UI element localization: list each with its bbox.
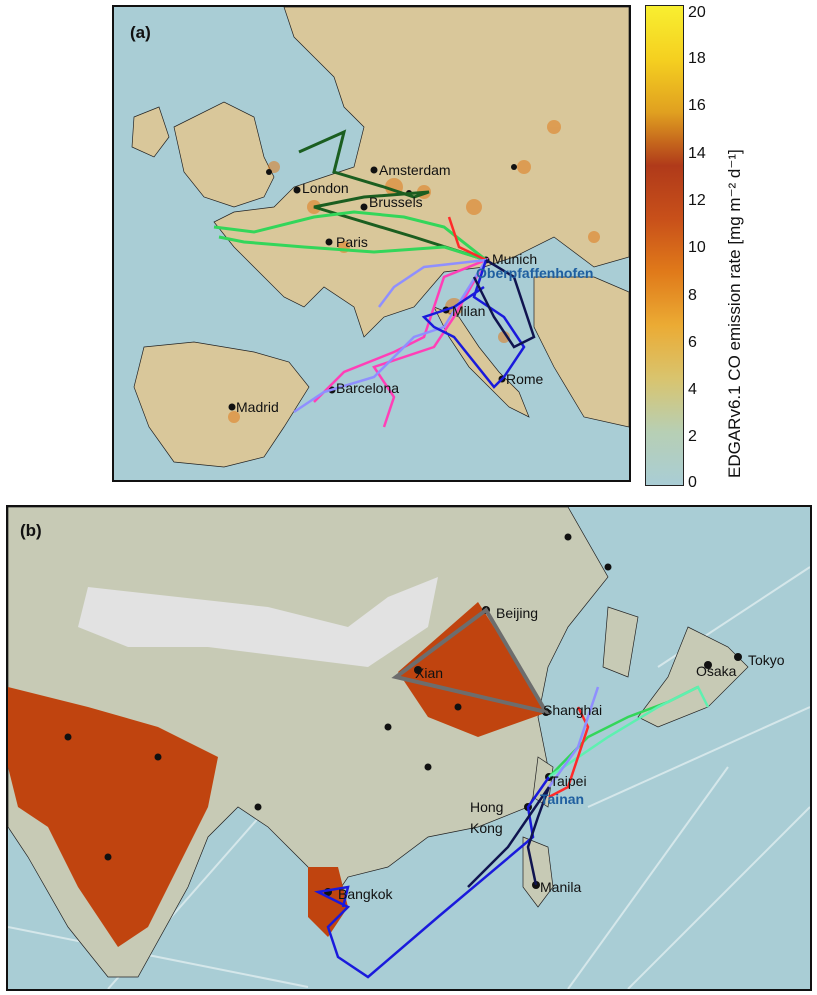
city-label: Xian	[415, 665, 444, 681]
city-label: Shanghai	[543, 702, 603, 718]
city-label: Taipei	[550, 773, 587, 789]
city-label: Hong	[470, 799, 504, 815]
city-label: Manila	[540, 879, 582, 895]
colorbar	[645, 5, 684, 486]
city-label: Rome	[506, 371, 544, 387]
colorbar-tick: 12	[688, 192, 706, 209]
city-label: Kong	[470, 820, 503, 836]
map-panel-europe: (a) Amsterdam London Brussels Paris Muni…	[112, 5, 631, 482]
city-label: Amsterdam	[379, 162, 451, 178]
city-label: Barcelona	[336, 380, 400, 396]
colorbar-tick: 14	[688, 145, 706, 162]
colorbar-tick: 20	[688, 4, 706, 21]
asia-land	[8, 507, 749, 978]
city-label: Milan	[452, 303, 486, 319]
colorbar-tick: 6	[688, 334, 697, 351]
city-label: Munich	[492, 251, 538, 267]
city-label: Beijing	[496, 605, 539, 621]
city-label: Paris	[336, 234, 368, 250]
colorbar-tick: 16	[688, 97, 706, 114]
europe-land	[131, 7, 629, 468]
site-label: Tainan	[540, 791, 585, 807]
panel-b-label: (b)	[20, 521, 42, 540]
colorbar-tick: 0	[688, 474, 697, 491]
site-label: Oberpfaffenhofen	[476, 265, 594, 281]
europe-map	[114, 7, 629, 480]
city-label: Brussels	[369, 194, 423, 210]
city-label: London	[302, 180, 349, 196]
city-label: Madrid	[236, 399, 279, 415]
colorbar-tick: 8	[688, 287, 697, 304]
colorbar-label: EDGARv6.1 CO emission rate [mg m⁻² d⁻¹]	[725, 149, 744, 478]
colorbar-tick: 18	[688, 50, 706, 67]
city-label: Tokyo	[748, 652, 785, 668]
colorbar-tick: 2	[688, 428, 697, 445]
asia-map	[8, 507, 810, 989]
city-label: Osaka	[696, 663, 737, 679]
colorbar-tick: 10	[688, 239, 706, 256]
city-label: Bangkok	[338, 886, 393, 902]
panel-a-label: (a)	[130, 23, 151, 42]
map-panel-asia: (b) Beijing Xian Shanghai Osaka Tokyo Ta…	[6, 505, 812, 991]
colorbar-tick: 4	[688, 381, 697, 398]
